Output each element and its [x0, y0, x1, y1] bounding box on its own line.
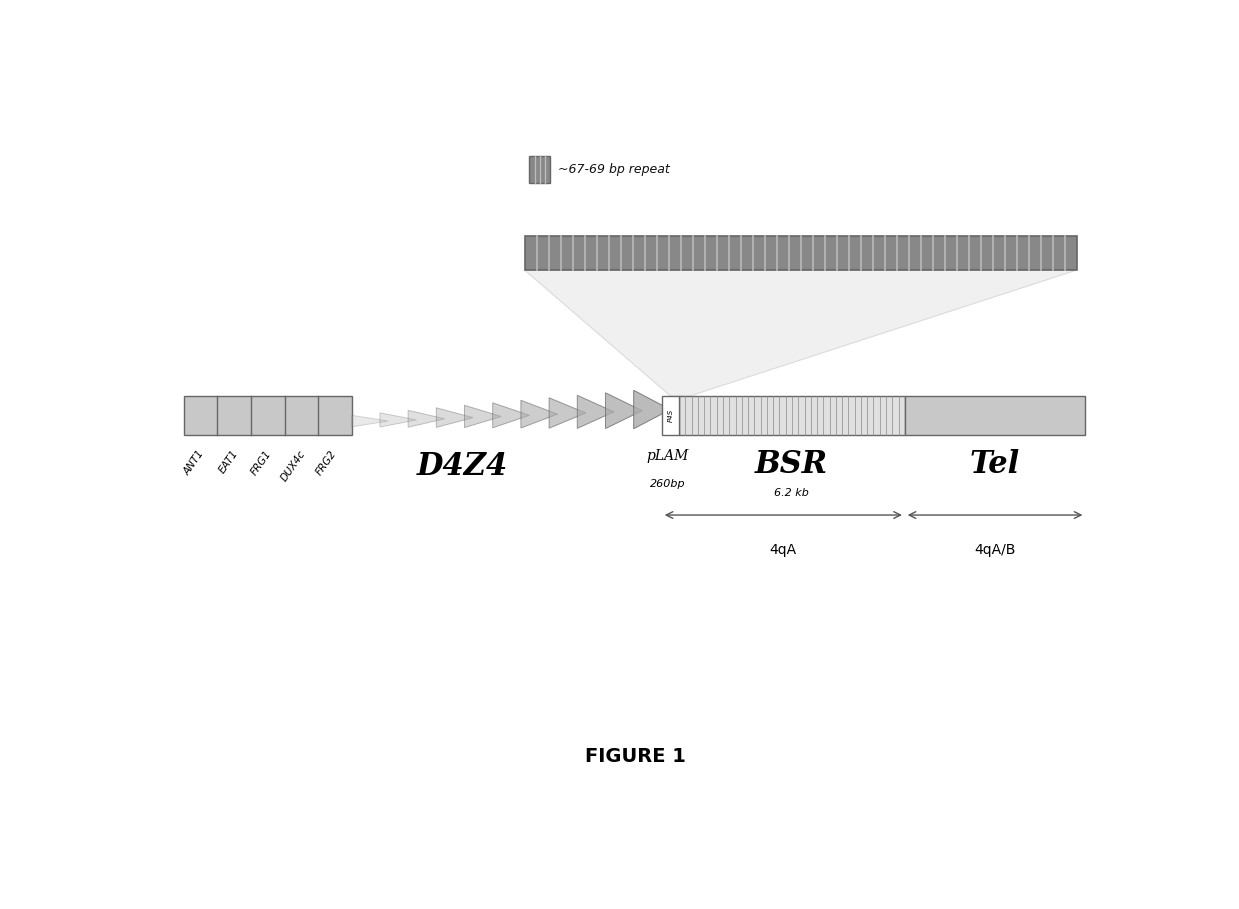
Text: 260bp: 260bp — [649, 479, 685, 489]
Text: EAT1: EAT1 — [217, 448, 240, 475]
Polygon shape — [524, 270, 1077, 396]
Polygon shape — [436, 408, 473, 427]
Polygon shape — [577, 395, 615, 428]
Text: 4qA: 4qA — [769, 543, 797, 557]
Text: P4S: P4S — [668, 409, 674, 422]
Text: Tel: Tel — [970, 448, 1020, 480]
Text: FIGURE 1: FIGURE 1 — [585, 747, 685, 766]
Polygon shape — [493, 403, 529, 428]
Polygon shape — [465, 405, 501, 427]
Text: 4qA/B: 4qA/B — [974, 543, 1016, 557]
Text: pLAM: pLAM — [647, 448, 689, 463]
Bar — [183, 396, 352, 435]
Polygon shape — [633, 390, 670, 429]
Polygon shape — [549, 398, 586, 428]
Bar — [679, 396, 904, 435]
Text: ANT1: ANT1 — [182, 448, 206, 477]
Polygon shape — [520, 400, 558, 428]
Bar — [904, 396, 1085, 435]
Polygon shape — [606, 393, 642, 428]
Text: ~67-69 bp repeat: ~67-69 bp repeat — [559, 163, 670, 175]
Text: FRG1: FRG1 — [249, 448, 274, 477]
Text: DUX4c: DUX4c — [279, 448, 307, 483]
Text: FRG2: FRG2 — [315, 448, 338, 477]
Bar — [524, 236, 1077, 270]
Polygon shape — [380, 413, 416, 427]
Bar — [529, 156, 550, 183]
Text: BSR: BSR — [755, 448, 828, 480]
Bar — [662, 396, 679, 435]
Polygon shape — [352, 415, 388, 427]
Text: D4Z4: D4Z4 — [416, 451, 508, 482]
Text: 6.2 kb: 6.2 kb — [774, 488, 809, 498]
Polygon shape — [408, 410, 445, 427]
